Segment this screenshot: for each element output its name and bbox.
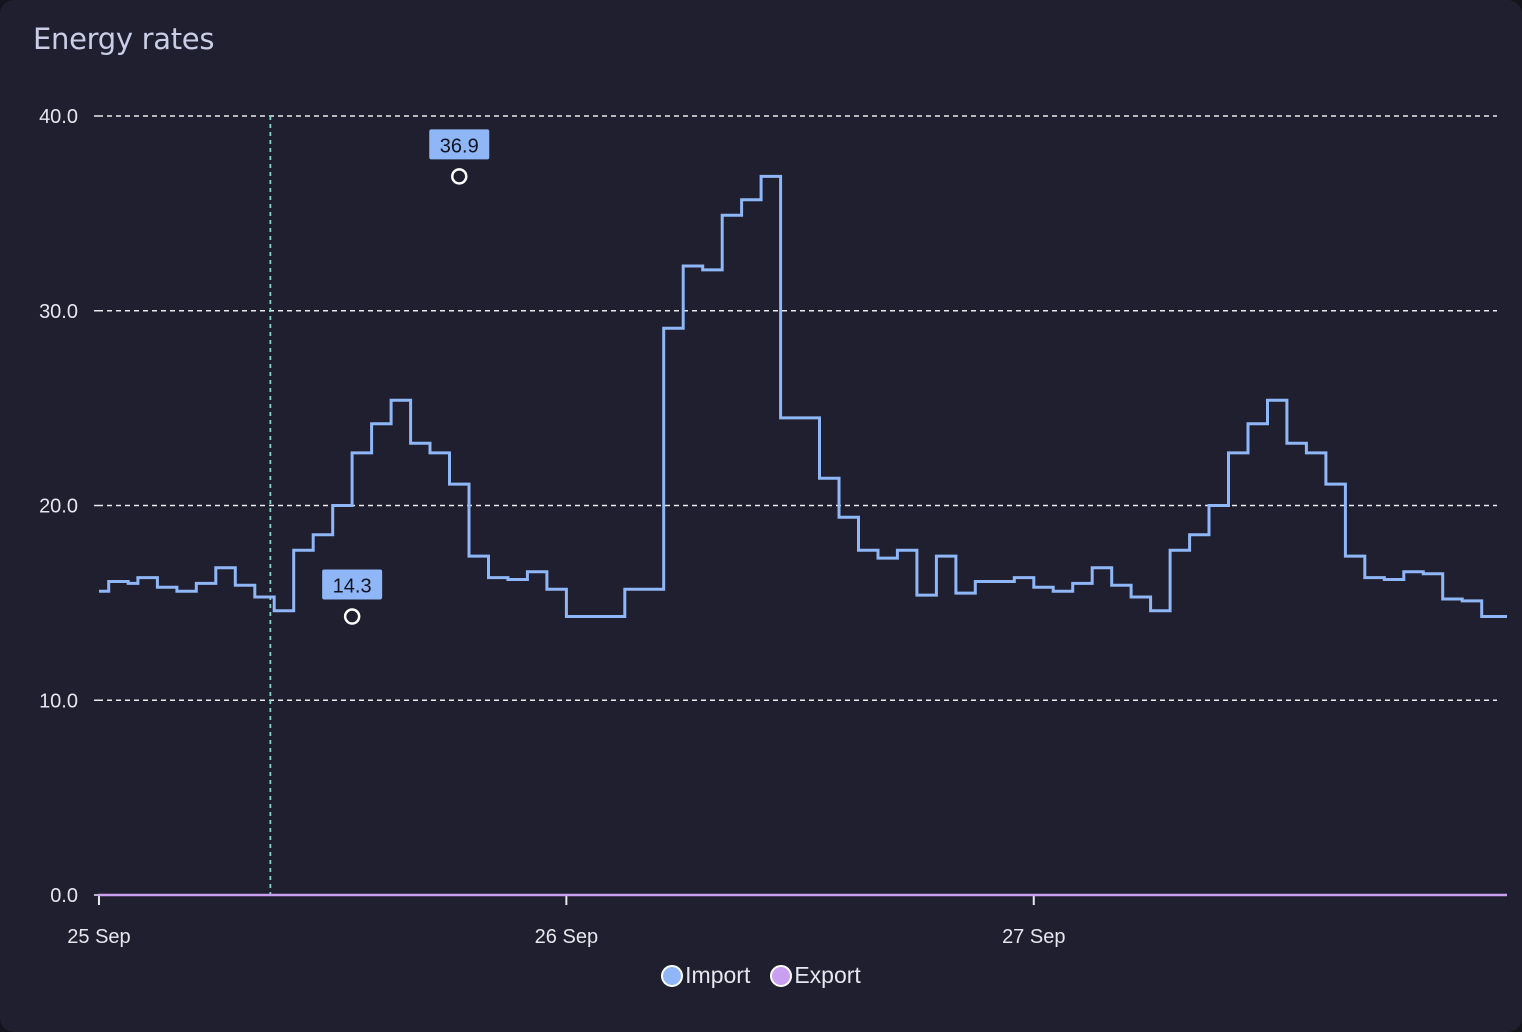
- legend-label-import: Import: [685, 962, 751, 988]
- annotation-label-min: 14.3: [333, 576, 372, 598]
- annotation-badge-min: [322, 569, 383, 600]
- annotation-label-max: 36.9: [440, 135, 479, 157]
- annotation-marker-max: [451, 168, 468, 185]
- x-tick-label: 25 Sep: [67, 926, 130, 948]
- legend-item-export[interactable]: Export: [770, 962, 861, 989]
- legend-item-import[interactable]: Import: [661, 962, 750, 989]
- x-tick-label: 27 Sep: [1002, 926, 1065, 948]
- y-tick-label: 40.0: [39, 106, 78, 128]
- annotations: 36.9 14.3: [322, 129, 490, 625]
- card-title: Energy rates: [33, 22, 215, 56]
- x-tick-label: 26 Sep: [535, 926, 598, 948]
- grid-lines: [98, 115, 1497, 702]
- y-tick-label: 30.0: [39, 301, 78, 323]
- annotation-badge-max: [429, 129, 490, 160]
- legend-swatch-export: [770, 964, 793, 987]
- y-tick-label: 20.0: [39, 496, 78, 518]
- legend-swatch-import: [661, 964, 684, 987]
- legend-label-export: Export: [794, 962, 861, 988]
- y-tick-label: 10.0: [39, 690, 78, 712]
- y-tick-label: 0.0: [50, 885, 78, 907]
- chart-legend: Import Export: [0, 962, 1522, 989]
- annotation-marker-min: [343, 608, 361, 625]
- axes: 0.0 10.0 20.0 30.0 40.0 25 Sep 26 Sep 27 Sep: [39, 106, 1507, 948]
- series-layer[interactable]: [98, 174, 1507, 897]
- series-line-import[interactable]: [99, 174, 1507, 618]
